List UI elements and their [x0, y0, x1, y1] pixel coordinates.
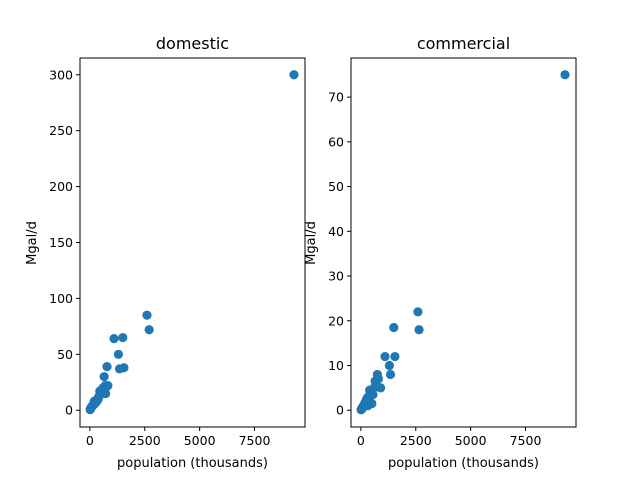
y-axis-ticks: 0 10 20 30 40 50 60 70	[328, 90, 351, 418]
y-tick-label: 30	[328, 269, 344, 284]
x-tick-label: 5000	[184, 433, 216, 448]
y-tick-label: 70	[328, 90, 344, 105]
x-tick-label: 2500	[400, 433, 432, 448]
y-tick-label: 50	[328, 179, 344, 194]
data-point	[289, 70, 299, 80]
y-tick-label: 10	[328, 358, 344, 373]
y-tick-label: 250	[49, 123, 73, 138]
y-axis-label: Mgal/d	[304, 221, 319, 265]
y-tick-label: 0	[336, 403, 344, 418]
data-point	[144, 325, 154, 335]
y-tick-label: 0	[65, 403, 73, 418]
data-point	[119, 363, 129, 373]
y-tick-label: 150	[49, 235, 73, 250]
y-tick-label: 100	[49, 291, 73, 306]
commercial-subplot: commercial 0 2500 5000 7500 0 10 20 30 40 50 60 70…	[304, 34, 577, 471]
data-point	[389, 322, 399, 333]
y-tick-label: 200	[49, 179, 73, 194]
data-point	[109, 334, 119, 344]
chart-title: commercial	[417, 34, 510, 53]
x-axis-label: population (thousands)	[388, 456, 539, 471]
data-point	[414, 325, 424, 335]
y-axis-label: Mgal/d	[25, 221, 40, 265]
x-tick-label: 2500	[129, 433, 161, 448]
x-axis-ticks: 0 2500 5000 7500	[86, 427, 271, 448]
data-point	[99, 372, 109, 382]
data-point	[380, 351, 390, 362]
data-point	[101, 388, 111, 399]
data-point	[142, 310, 152, 320]
x-tick-label: 0	[86, 433, 94, 448]
y-tick-label: 20	[328, 313, 344, 328]
data-point	[385, 369, 396, 380]
y-tick-label: 60	[328, 134, 344, 149]
y-axis-ticks: 0 50 100 150 200 250 300	[49, 67, 80, 418]
y-tick-label: 300	[49, 67, 73, 82]
data-point	[384, 360, 395, 371]
x-tick-label: 5000	[455, 433, 487, 448]
axes-frame	[350, 57, 577, 428]
x-tick-label: 0	[357, 433, 365, 448]
chart-title: domestic	[156, 34, 229, 53]
data-point	[560, 70, 570, 80]
y-tick-label: 40	[328, 224, 344, 239]
data-point	[103, 381, 113, 391]
data-point	[390, 351, 400, 362]
scatter-points	[356, 70, 570, 415]
x-axis-ticks: 0 2500 5000 7500	[357, 427, 542, 448]
data-point	[413, 307, 423, 317]
data-point	[113, 349, 124, 359]
scatter-points	[85, 70, 299, 415]
x-tick-label: 7500	[510, 433, 542, 448]
data-point	[118, 332, 128, 343]
domestic-subplot: domestic 0 2500 5000 7500 0 50 100 150 200 250 30…	[25, 34, 306, 471]
x-tick-label: 7500	[239, 433, 271, 448]
data-point	[376, 383, 386, 393]
y-tick-label: 50	[57, 347, 73, 362]
data-point	[373, 374, 384, 384]
x-axis-label: population (thousands)	[117, 456, 268, 471]
data-point	[102, 362, 112, 372]
data-point	[367, 398, 377, 409]
